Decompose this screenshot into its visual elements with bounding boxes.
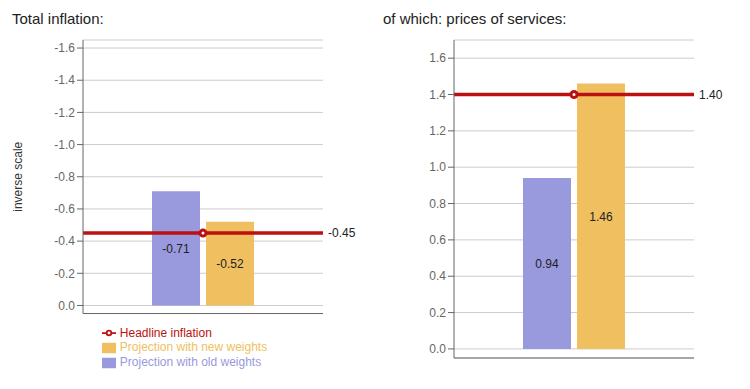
svg-text:0.0: 0.0 [429, 342, 446, 356]
svg-text:0.2: 0.2 [429, 306, 446, 320]
svg-text:-1.6: -1.6 [54, 41, 75, 55]
svg-text:1.46: 1.46 [589, 210, 613, 224]
svg-text:inverse scale: inverse scale [11, 141, 25, 211]
svg-text:-1.0: -1.0 [54, 138, 75, 152]
html-text:Projection with new weights: Projection with new weights [119, 340, 268, 355]
svg-text:0.0: 0.0 [58, 299, 75, 313]
svg-text:-1.4: -1.4 [54, 73, 75, 87]
svg-text:1.6: 1.6 [429, 51, 446, 65]
svg-text:-0.2: -0.2 [54, 267, 75, 281]
svg-text:1.2: 1.2 [429, 124, 446, 138]
html-text:Total inflation:: Total inflation: [12, 10, 104, 27]
svg-text:1.40: 1.40 [699, 88, 723, 102]
svg-text:-1.2: -1.2 [54, 106, 75, 120]
svg-text:-0.52: -0.52 [216, 257, 244, 271]
svg-text:0.4: 0.4 [429, 269, 446, 283]
svg-text:1.0: 1.0 [429, 160, 446, 174]
svg-text:-0.8: -0.8 [54, 170, 75, 184]
svg-text:0.6: 0.6 [429, 233, 446, 247]
svg-text:0.94: 0.94 [535, 257, 559, 271]
svg-text:-0.45: -0.45 [328, 226, 356, 240]
svg-text:0.8: 0.8 [429, 197, 446, 211]
svg-text:-0.71: -0.71 [162, 242, 190, 256]
html-text:Headline inflation: Headline inflation [119, 325, 212, 340]
html-text:Projection with old weights: Projection with old weights [119, 355, 262, 370]
svg-text:-0.4: -0.4 [54, 234, 75, 248]
html-text:of which: prices of services:: of which: prices of services: [383, 10, 567, 27]
svg-text:-0.6: -0.6 [54, 202, 75, 216]
svg-text:1.4: 1.4 [429, 88, 446, 102]
